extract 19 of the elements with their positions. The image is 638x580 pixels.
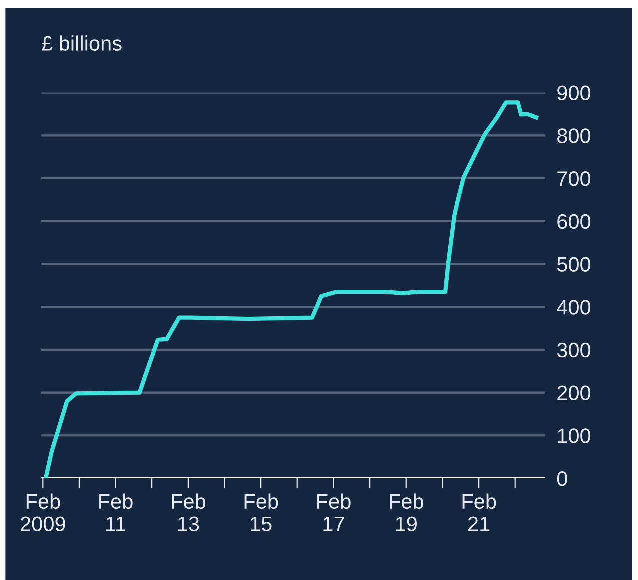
y-tick-label: 900 bbox=[558, 86, 591, 101]
y-tick-label: 0 bbox=[557, 472, 568, 486]
x-tick-label: Feb 2009 bbox=[21, 494, 66, 532]
x-tick-label: Feb 19 bbox=[390, 494, 424, 532]
x-tick-label: Feb 15 bbox=[244, 494, 278, 532]
y-axis-title: £ billions bbox=[42, 36, 122, 51]
y-tick-label: 500 bbox=[557, 257, 591, 272]
x-tick-label: Feb 11 bbox=[100, 494, 133, 532]
y-tick-label: 400 bbox=[557, 300, 591, 315]
y-tick-label: 700 bbox=[558, 172, 591, 186]
line-series bbox=[44, 100, 539, 478]
x-tick-label: Feb 21 bbox=[462, 494, 496, 532]
x-tick-label: Feb 13 bbox=[172, 494, 206, 532]
y-tick-label: 300 bbox=[557, 342, 591, 358]
y-tick-label: 600 bbox=[558, 214, 591, 230]
y-tick-label: 100 bbox=[558, 428, 591, 444]
y-tick-label: 800 bbox=[558, 128, 591, 144]
y-tick-label: 200 bbox=[558, 386, 591, 401]
x-tick-label: Feb 17 bbox=[318, 494, 351, 532]
